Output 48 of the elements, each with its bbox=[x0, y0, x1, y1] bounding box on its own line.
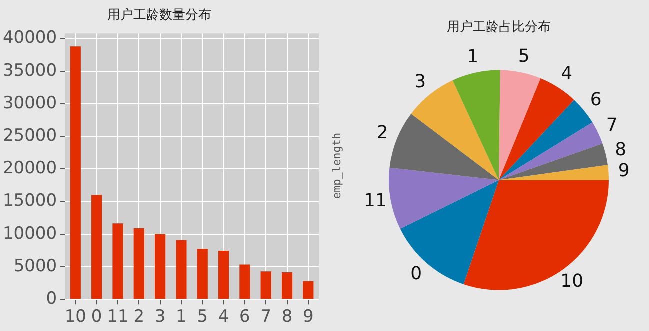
slice-label: 6 bbox=[590, 90, 602, 111]
x-tick-label: 3 bbox=[154, 307, 166, 328]
y-tick-label: 20000 bbox=[2, 158, 58, 179]
bar bbox=[218, 251, 230, 300]
y-tick-label: 0 bbox=[46, 289, 58, 310]
slice-label: 11 bbox=[364, 190, 387, 212]
slice-label: 4 bbox=[561, 64, 573, 85]
chart-title: 用户工龄占比分布 bbox=[447, 20, 551, 36]
x-tick-label: 8 bbox=[282, 307, 293, 328]
bar bbox=[155, 234, 166, 300]
bar bbox=[176, 240, 187, 300]
slice-label: 8 bbox=[615, 139, 627, 160]
bar bbox=[112, 224, 124, 300]
y-tick-label: 10000 bbox=[2, 224, 58, 244]
x-tick-label: 9 bbox=[303, 307, 314, 328]
bar bbox=[240, 264, 250, 300]
bar bbox=[197, 249, 208, 300]
x-tick-label: 7 bbox=[260, 307, 272, 328]
y-tick-label: 40000 bbox=[2, 28, 58, 48]
slice-label: 5 bbox=[518, 46, 530, 68]
x-tick-label: 6 bbox=[240, 307, 250, 328]
chart-title: 用户工龄数量分布 bbox=[108, 8, 212, 24]
slice-label: 10 bbox=[560, 270, 584, 292]
bar bbox=[282, 272, 293, 300]
y-tick-label: 30000 bbox=[2, 93, 58, 114]
y-tick-label: 15000 bbox=[2, 191, 58, 212]
x-tick-label: 1 bbox=[176, 307, 187, 328]
x-tick-label: 11 bbox=[107, 307, 129, 328]
slice-label: 1 bbox=[467, 46, 479, 68]
slice-label: 3 bbox=[414, 71, 426, 92]
y-tick-label: 25000 bbox=[2, 126, 58, 146]
bar bbox=[70, 46, 81, 300]
x-tick-label: 10 bbox=[64, 307, 86, 328]
x-tick-label: 4 bbox=[218, 307, 230, 328]
x-tick-label: 5 bbox=[197, 307, 208, 328]
bar bbox=[260, 272, 272, 300]
bar bbox=[92, 195, 102, 300]
bar bbox=[134, 228, 144, 300]
y-tick-label: 35000 bbox=[2, 60, 58, 81]
slice-label: 0 bbox=[410, 263, 422, 284]
bar bbox=[303, 281, 314, 300]
x-tick-label: 0 bbox=[91, 307, 102, 328]
slice-label: 7 bbox=[606, 114, 618, 136]
slice-label: 9 bbox=[618, 160, 630, 182]
y-tick-label: 5000 bbox=[14, 256, 58, 276]
slice-label: 2 bbox=[376, 122, 388, 144]
x-tick-label: 2 bbox=[134, 307, 145, 328]
text: emp_length bbox=[330, 132, 344, 200]
